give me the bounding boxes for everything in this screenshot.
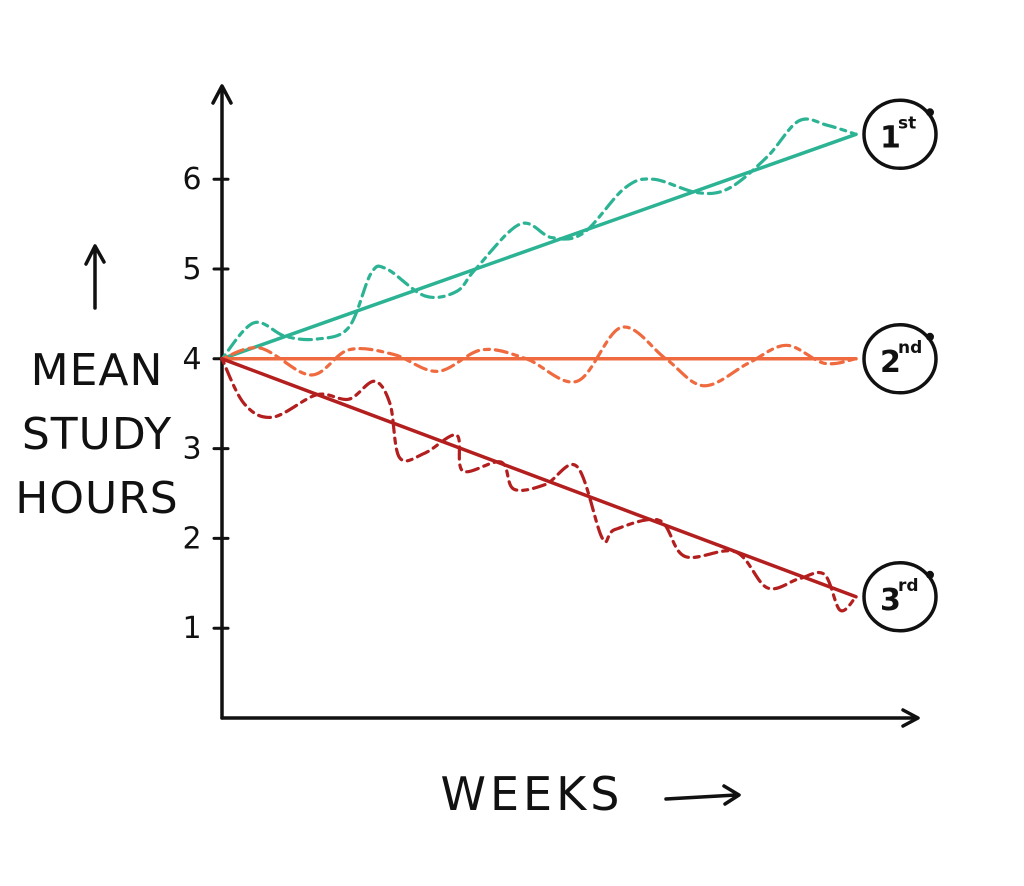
series-third <box>220 357 858 613</box>
badge-circle <box>862 98 938 171</box>
series-first-badge: 1st <box>862 98 938 171</box>
badge-suffix: nd <box>898 338 922 358</box>
y-tick-label: 6 <box>182 162 201 197</box>
x-axis-label-group: WEEKS <box>441 767 741 821</box>
axes <box>211 84 920 728</box>
y-tick-label: 1 <box>182 611 201 646</box>
up-arrow-icon <box>84 244 106 310</box>
series-badges: 1st 2nd 3rd <box>862 98 938 633</box>
series-first <box>220 117 858 361</box>
x-axis-label: WEEKS <box>441 767 624 821</box>
y-axis-label-line: HOURS <box>15 473 178 524</box>
series-third-badge: 3rd <box>862 561 938 633</box>
badge-suffix: st <box>898 113 916 133</box>
badge-dot <box>926 570 934 579</box>
badge-label: 1 <box>880 120 901 155</box>
badge-circle <box>862 561 938 633</box>
badge-dot <box>926 108 934 117</box>
x-axis-arrow <box>901 708 920 728</box>
y-axis-label: MEAN STUDY HOURS <box>15 345 178 524</box>
series-second <box>220 325 858 388</box>
y-axis-label-line: STUDY <box>22 409 172 460</box>
y-tick-label: 3 <box>182 432 201 467</box>
series-first-values-line <box>220 117 858 361</box>
series-first-trend-line <box>220 132 858 361</box>
right-arrow-icon <box>664 784 741 806</box>
series-layer <box>220 117 858 613</box>
badge-label: 2 <box>880 345 901 380</box>
badge-suffix: rd <box>898 576 919 596</box>
badge-dot <box>926 332 934 341</box>
y-tick-label: 4 <box>182 342 201 377</box>
badge-circle <box>862 323 938 395</box>
badge-label: 3 <box>880 583 901 618</box>
y-tick-label: 5 <box>182 252 201 287</box>
y-axis-arrow <box>211 84 233 105</box>
series-third-trend-line <box>220 357 858 599</box>
y-axis-label-group: MEAN STUDY HOURS <box>15 244 178 524</box>
series-third-values-line <box>220 357 858 613</box>
y-tick-label: 2 <box>182 521 201 556</box>
y-axis-label-line: MEAN <box>31 345 164 396</box>
series-second-values-line <box>220 325 858 388</box>
series-second-badge: 2nd <box>862 323 938 395</box>
